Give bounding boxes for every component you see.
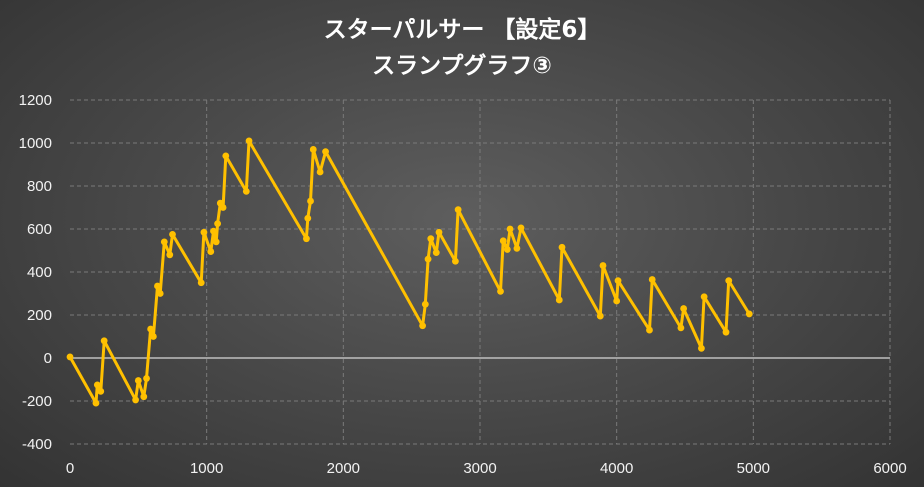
data-point <box>316 168 324 176</box>
data-point <box>245 137 253 145</box>
data-point <box>93 381 101 389</box>
data-point <box>132 396 140 404</box>
data-point <box>304 214 312 222</box>
data-point <box>169 230 176 238</box>
data-point <box>147 325 155 333</box>
data-point <box>497 287 504 295</box>
data-point <box>680 305 688 312</box>
x-tick-label: 0 <box>66 460 74 477</box>
data-point <box>648 276 656 283</box>
x-tick-label: 1000 <box>190 460 223 477</box>
data-point <box>700 293 708 301</box>
data-point <box>506 225 514 233</box>
data-point <box>200 228 208 236</box>
y-tick-label: 1200 <box>19 92 52 109</box>
data-point <box>307 197 314 205</box>
data-point <box>698 344 705 352</box>
data-point <box>134 377 142 384</box>
x-tick-label: 5000 <box>737 460 770 477</box>
data-point <box>677 324 685 332</box>
data-point <box>424 255 432 263</box>
data-point <box>432 249 440 257</box>
data-point <box>499 237 507 245</box>
data-point <box>322 148 329 156</box>
data-point <box>513 244 521 252</box>
data-point <box>435 228 443 236</box>
data-point <box>210 227 217 235</box>
data-point <box>454 206 462 214</box>
data-point <box>421 300 429 308</box>
data-point <box>242 187 250 195</box>
y-tick-label: -200 <box>22 393 52 410</box>
y-tick-label: 600 <box>27 221 52 238</box>
data-point <box>452 257 459 265</box>
data-point <box>149 333 157 340</box>
series-line <box>68 139 751 405</box>
chart-subtitle: スランプグラフ③ <box>372 53 552 79</box>
data-point <box>160 238 168 246</box>
data-point <box>166 251 174 259</box>
data-point <box>419 322 426 330</box>
data-point <box>613 297 621 305</box>
data-point <box>517 224 525 232</box>
y-tick-label: 800 <box>27 178 52 195</box>
data-point <box>140 393 148 401</box>
data-point <box>97 387 105 395</box>
x-tick-label: 2000 <box>327 460 360 477</box>
data-point <box>100 337 108 345</box>
chart-title: スターパルサー 【設定6】 <box>323 17 601 43</box>
data-point <box>558 243 566 251</box>
data-point <box>207 248 215 255</box>
y-tick-label: 0 <box>44 350 52 367</box>
data-point <box>219 204 227 211</box>
data-point <box>725 277 733 284</box>
y-tick-label: 200 <box>27 307 52 324</box>
data-point <box>156 290 164 297</box>
data-point <box>722 328 730 336</box>
y-tick-label: 1000 <box>19 135 52 152</box>
data-point <box>66 353 74 361</box>
data-point <box>614 277 622 284</box>
data-point <box>596 312 604 320</box>
data-point <box>212 238 220 246</box>
data-point <box>222 152 230 160</box>
x-tick-label: 4000 <box>600 460 633 477</box>
data-point <box>646 326 653 334</box>
x-tick-label: 6000 <box>873 460 906 477</box>
data-point <box>92 399 100 407</box>
data-point <box>555 296 563 304</box>
data-point <box>309 146 317 153</box>
x-tick-label: 3000 <box>463 460 496 477</box>
data-point <box>143 375 150 382</box>
data-point <box>154 282 161 290</box>
y-tick-label: 400 <box>27 264 52 281</box>
data-point <box>503 246 511 253</box>
data-point <box>599 262 607 269</box>
y-tick-label: -400 <box>22 436 52 453</box>
data-point <box>745 310 753 318</box>
data-point <box>303 235 310 243</box>
data-point <box>427 235 435 243</box>
data-point <box>214 220 222 228</box>
data-point <box>197 279 205 287</box>
